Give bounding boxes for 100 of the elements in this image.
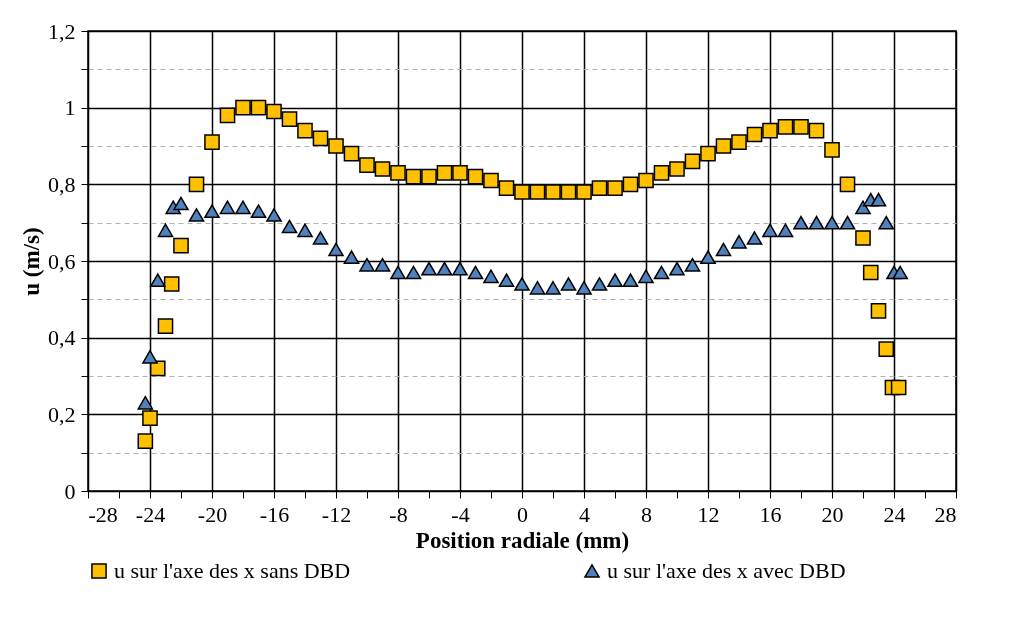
point	[700, 250, 716, 265]
point	[839, 215, 856, 230]
point	[188, 208, 205, 222]
point	[266, 208, 282, 222]
point	[607, 180, 623, 196]
point	[793, 119, 809, 135]
point	[250, 99, 267, 116]
point	[312, 130, 329, 147]
y-tick-label: 1	[64, 95, 76, 121]
point	[777, 119, 794, 135]
point	[235, 99, 251, 116]
point	[281, 219, 298, 234]
x-tick-label: -24	[135, 501, 166, 527]
point	[855, 200, 871, 215]
point	[824, 215, 840, 230]
x-axis-title: Position radiale (mm)	[415, 527, 630, 553]
point	[436, 261, 453, 276]
point	[529, 280, 546, 295]
point	[622, 176, 639, 193]
point	[297, 223, 313, 238]
point	[545, 280, 561, 295]
point	[173, 237, 189, 254]
point	[250, 204, 267, 219]
point	[715, 138, 732, 154]
point	[529, 184, 546, 200]
point	[669, 261, 685, 276]
x-tick-label: -20	[197, 501, 228, 527]
point	[793, 215, 809, 230]
point	[576, 280, 592, 295]
point	[731, 234, 747, 249]
point	[137, 395, 154, 410]
point	[343, 145, 360, 162]
point	[808, 215, 825, 230]
point	[591, 180, 608, 196]
point	[137, 433, 154, 449]
point	[328, 242, 344, 257]
point	[545, 184, 561, 200]
x-tick-label: -28	[88, 501, 118, 527]
point	[498, 180, 515, 196]
point	[746, 126, 763, 143]
point	[591, 277, 608, 291]
point	[142, 349, 158, 364]
point	[452, 261, 468, 276]
y-tick-label: 0,2	[48, 401, 76, 427]
point	[142, 410, 158, 426]
point	[312, 231, 329, 245]
point	[638, 172, 654, 189]
x-tick-label: -4	[451, 501, 470, 527]
point	[204, 204, 220, 219]
point	[467, 168, 484, 185]
point	[188, 176, 205, 193]
point	[157, 318, 174, 334]
point	[436, 165, 453, 181]
point	[421, 168, 437, 185]
point	[878, 341, 895, 357]
point	[715, 242, 732, 257]
point	[622, 273, 639, 288]
point	[266, 103, 282, 120]
point	[746, 231, 763, 245]
point	[684, 257, 701, 272]
point	[607, 273, 623, 288]
point	[374, 161, 391, 177]
point	[653, 265, 670, 280]
point	[777, 223, 794, 238]
point	[878, 215, 895, 230]
point	[219, 200, 236, 215]
point	[514, 277, 530, 291]
point	[762, 122, 778, 139]
y-tick-label: 0,8	[48, 171, 76, 197]
point	[173, 196, 189, 211]
point	[204, 134, 220, 150]
x-tick-label: -8	[389, 501, 408, 527]
point	[297, 122, 313, 139]
legend-label: u sur l'axe des x avec DBD	[607, 558, 846, 583]
x-tick-label: 0	[517, 501, 528, 527]
point	[762, 223, 778, 238]
point	[483, 269, 499, 284]
y-tick-label: 0,6	[48, 248, 76, 274]
point	[405, 265, 422, 280]
point	[669, 161, 685, 177]
point	[328, 138, 344, 154]
point	[359, 157, 375, 173]
x-tick-label: 20	[821, 501, 844, 527]
point	[374, 257, 391, 272]
point	[281, 111, 298, 127]
point	[855, 230, 871, 246]
x-tick-label: 28	[934, 501, 957, 527]
point	[467, 265, 484, 280]
point	[560, 277, 577, 291]
legend-label: u sur l'axe des x sans DBD	[114, 558, 351, 583]
point	[684, 153, 701, 170]
y-tick-label: 0,4	[48, 325, 76, 351]
point	[576, 184, 592, 200]
x-tick-label: -16	[259, 501, 290, 527]
y-tick-label: 1,2	[48, 18, 76, 44]
point	[343, 250, 360, 265]
point	[219, 107, 236, 124]
point	[700, 145, 716, 162]
point	[560, 184, 577, 200]
point	[514, 184, 530, 200]
